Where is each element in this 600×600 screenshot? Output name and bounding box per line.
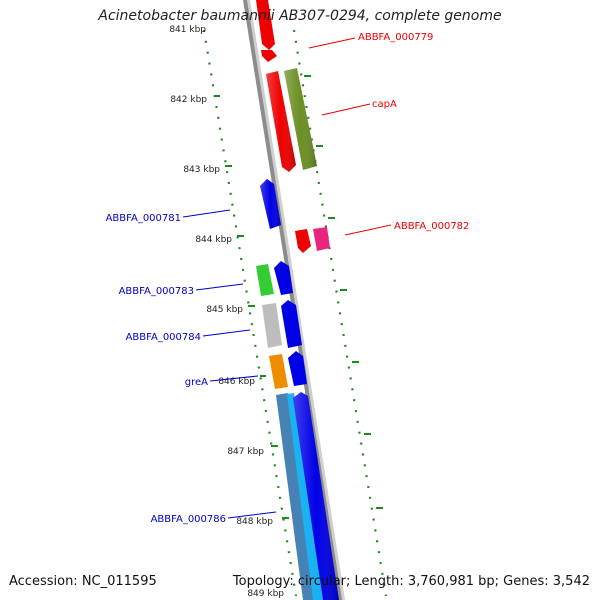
gene-labels: ABBFA_000779 capA ABBFA_000782 ABBFA_000… [106, 32, 470, 525]
gene-ABBFA_000784[interactable] [262, 300, 302, 348]
label-capA: capA [372, 99, 397, 110]
ruler-label-841: 841 kbp [169, 25, 206, 35]
gene-ABBFA_000783[interactable] [256, 261, 293, 296]
ruler-label-843: 843 kbp [183, 165, 220, 175]
label-ABBFA_000786: ABBFA_000786 [151, 514, 226, 525]
gene-capA-forward[interactable] [266, 71, 296, 172]
ruler-ticks [214, 75, 383, 519]
ruler-label-848: 848 kbp [236, 517, 273, 527]
gene-capA-olive[interactable] [284, 68, 317, 170]
ruler-label-849: 849 kbp [247, 589, 284, 599]
label-ABBFA_000784: ABBFA_000784 [126, 332, 201, 343]
ruler-label-845: 845 kbp [206, 305, 243, 315]
ruler-label-846: 846 kbp [218, 377, 255, 387]
label-ABBFA_000779: ABBFA_000779 [358, 32, 433, 43]
accession-label: Accession: NC_011595 [9, 574, 157, 589]
gene-ABBFA_000786[interactable] [276, 392, 339, 600]
label-ABBFA_000783: ABBFA_000783 [119, 286, 194, 297]
gene-greA[interactable] [269, 351, 307, 389]
label-leaders [182, 37, 392, 519]
label-greA: greA [185, 377, 208, 388]
map-title: Acinetobacter baumannii AB307-0294, comp… [98, 8, 502, 24]
gene-ABBFA_000779[interactable] [256, 0, 277, 62]
ruler-label-844: 844 kbp [195, 235, 232, 245]
genome-summary: Topology: circular; Length: 3,760,981 bp… [232, 574, 590, 589]
label-ABBFA_000781: ABBFA_000781 [106, 213, 181, 224]
label-ABBFA_000782: ABBFA_000782 [394, 221, 469, 232]
ruler-label-842: 842 kbp [170, 95, 207, 105]
ruler-labels: 841 kbp 842 kbp 843 kbp 844 kbp 845 kbp … [169, 25, 284, 599]
gene-ABBFA_000782[interactable] [295, 227, 330, 253]
ruler-label-847: 847 kbp [227, 447, 264, 457]
genome-backbone [243, 0, 343, 600]
outer-dotted-track [202, 29, 388, 597]
gene-ABBFA_000781[interactable] [260, 179, 281, 229]
